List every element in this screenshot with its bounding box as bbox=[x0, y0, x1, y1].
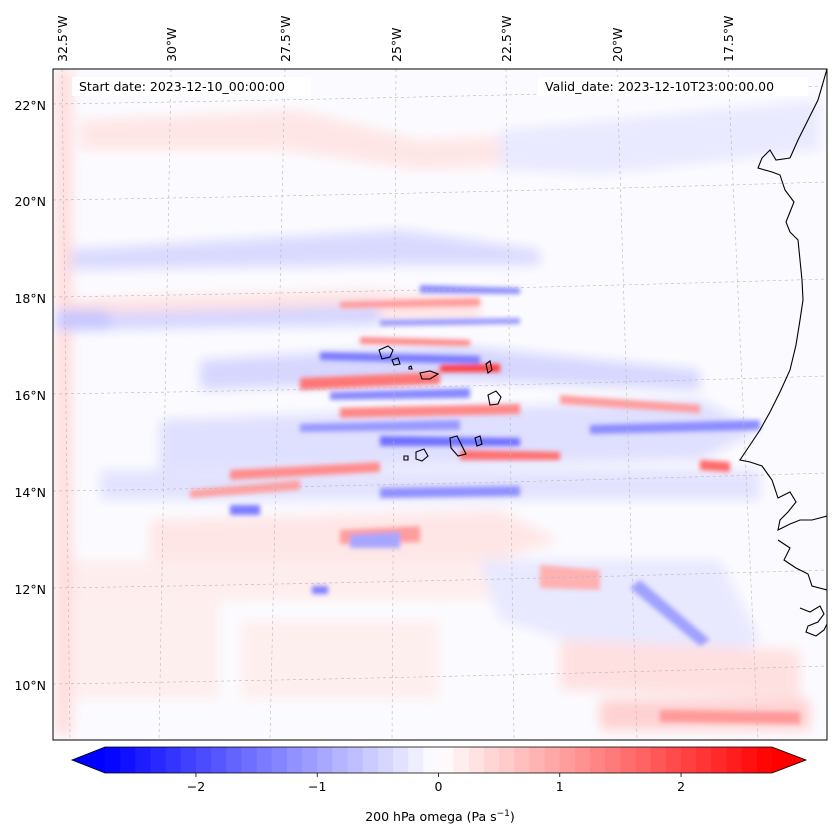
colorbar-segment bbox=[559, 747, 576, 773]
colorbar-segment bbox=[696, 747, 712, 773]
colorbar-ticks: −2 −1 0 1 2 bbox=[187, 773, 685, 794]
colorbar-segment bbox=[302, 747, 318, 773]
colorbar-min-extend bbox=[72, 747, 105, 773]
lon-label: 27.5°W bbox=[278, 16, 293, 62]
colorbar-segment bbox=[681, 747, 697, 773]
colorbar-segment bbox=[438, 747, 455, 773]
map-frame bbox=[52, 68, 828, 741]
colorbar-segment bbox=[241, 747, 258, 773]
lat-label: 14°N bbox=[14, 485, 46, 500]
colorbar-segment bbox=[180, 747, 197, 773]
start-date-background bbox=[72, 77, 311, 96]
colorbar-segment bbox=[590, 747, 606, 773]
omega-field bbox=[56, 70, 820, 735]
island-santiago bbox=[449, 435, 467, 457]
colorbar-segment bbox=[135, 747, 151, 773]
lat-label: 10°N bbox=[14, 678, 46, 693]
colorbar-segment bbox=[711, 747, 728, 773]
colorbar-segment bbox=[150, 747, 167, 773]
colorbar-segment bbox=[211, 747, 227, 773]
island-sal bbox=[485, 360, 493, 374]
lat-label: 18°N bbox=[14, 291, 46, 306]
colorbar-segment bbox=[741, 747, 758, 773]
colorbar-segment bbox=[756, 747, 773, 773]
lat-label: 22°N bbox=[14, 98, 46, 113]
africa-coastline bbox=[739, 69, 827, 531]
colorbar-tick-label: 0 bbox=[435, 779, 443, 794]
colorbar-segment bbox=[165, 747, 182, 773]
coastlines bbox=[739, 69, 827, 637]
start-date-label: Start date: 2023-12-10_00:00:00 bbox=[79, 79, 285, 94]
colorbar-segment bbox=[347, 747, 364, 773]
colorbar-tick-label: −2 bbox=[187, 779, 205, 794]
colorbar-max-extend bbox=[772, 747, 806, 773]
island-sao-vicente bbox=[391, 357, 401, 366]
island-boa-vista bbox=[487, 390, 502, 406]
map-gridlines bbox=[53, 69, 827, 740]
island-brava bbox=[403, 455, 409, 461]
colorbar-segment bbox=[620, 747, 637, 773]
valid-date-background bbox=[538, 77, 808, 96]
colorbar-segment bbox=[574, 747, 591, 773]
colorbar-segment bbox=[423, 747, 439, 773]
colorbar-segment bbox=[271, 747, 288, 773]
colorbar-segment bbox=[332, 747, 349, 773]
colorbar-segment bbox=[483, 747, 500, 773]
latitude-labels: 22°N 20°N 18°N 16°N 14°N 12°N 10°N bbox=[14, 98, 46, 693]
lon-label: 20°W bbox=[610, 27, 625, 62]
colorbar-segment bbox=[362, 747, 379, 773]
colorbar-segment bbox=[286, 747, 303, 773]
longitude-labels: 32.5°W 30°W 27.5°W 25°W 22.5°W 20°W 17.5… bbox=[55, 16, 736, 62]
colorbar-segment bbox=[105, 747, 121, 773]
colorbar-segment bbox=[665, 747, 682, 773]
lat-label: 16°N bbox=[14, 388, 46, 403]
island-maio bbox=[474, 435, 483, 447]
colorbar-title: 200 hPa omega (Pa s−1) bbox=[365, 809, 515, 824]
island-sao-nicolau bbox=[419, 370, 440, 380]
colorbar-segment bbox=[544, 747, 561, 773]
colorbar-segment bbox=[514, 747, 530, 773]
colorbar-segment bbox=[635, 747, 652, 773]
colorbar-segment bbox=[226, 747, 242, 773]
lat-label: 20°N bbox=[14, 194, 46, 209]
colorbar-segment bbox=[317, 747, 333, 773]
colorbar-outline bbox=[70, 746, 808, 774]
colorbar-segment bbox=[377, 747, 394, 773]
colorbar-segment bbox=[605, 747, 621, 773]
colorbar-segment bbox=[408, 747, 424, 773]
colorbar-segment bbox=[726, 747, 743, 773]
colorbar-segment bbox=[529, 747, 546, 773]
colorbar-segment bbox=[195, 747, 212, 773]
island-santo-antao bbox=[378, 345, 394, 360]
lon-label: 30°W bbox=[164, 27, 179, 62]
colorbar-tick-label: −1 bbox=[308, 779, 326, 794]
valid-date-label: Valid_date: 2023-12-10T23:00:00.00 bbox=[545, 79, 774, 94]
island-santa-luzia bbox=[408, 365, 413, 370]
lon-label: 32.5°W bbox=[55, 16, 70, 62]
colorbar-segment bbox=[650, 747, 667, 773]
lat-label: 12°N bbox=[14, 582, 46, 597]
colorbar-tick-label: 1 bbox=[556, 779, 564, 794]
colorbar-segment bbox=[120, 747, 136, 773]
colorbar: −2 −1 0 1 2 200 hPa omega (Pa s−1) bbox=[70, 746, 808, 824]
colorbar-segment bbox=[499, 747, 515, 773]
colorbar-segment bbox=[256, 747, 273, 773]
colorbar-segment bbox=[468, 747, 485, 773]
lon-label: 25°W bbox=[389, 27, 404, 62]
island-fogo bbox=[415, 448, 429, 462]
colorbar-segment bbox=[453, 747, 470, 773]
colorbar-tick-label: 2 bbox=[677, 779, 685, 794]
colorbar-segment bbox=[393, 747, 409, 773]
lon-label: 17.5°W bbox=[721, 16, 736, 62]
lon-label: 22.5°W bbox=[499, 16, 514, 62]
cape-verde-islands bbox=[378, 345, 502, 462]
colorbar-segments bbox=[72, 747, 806, 773]
